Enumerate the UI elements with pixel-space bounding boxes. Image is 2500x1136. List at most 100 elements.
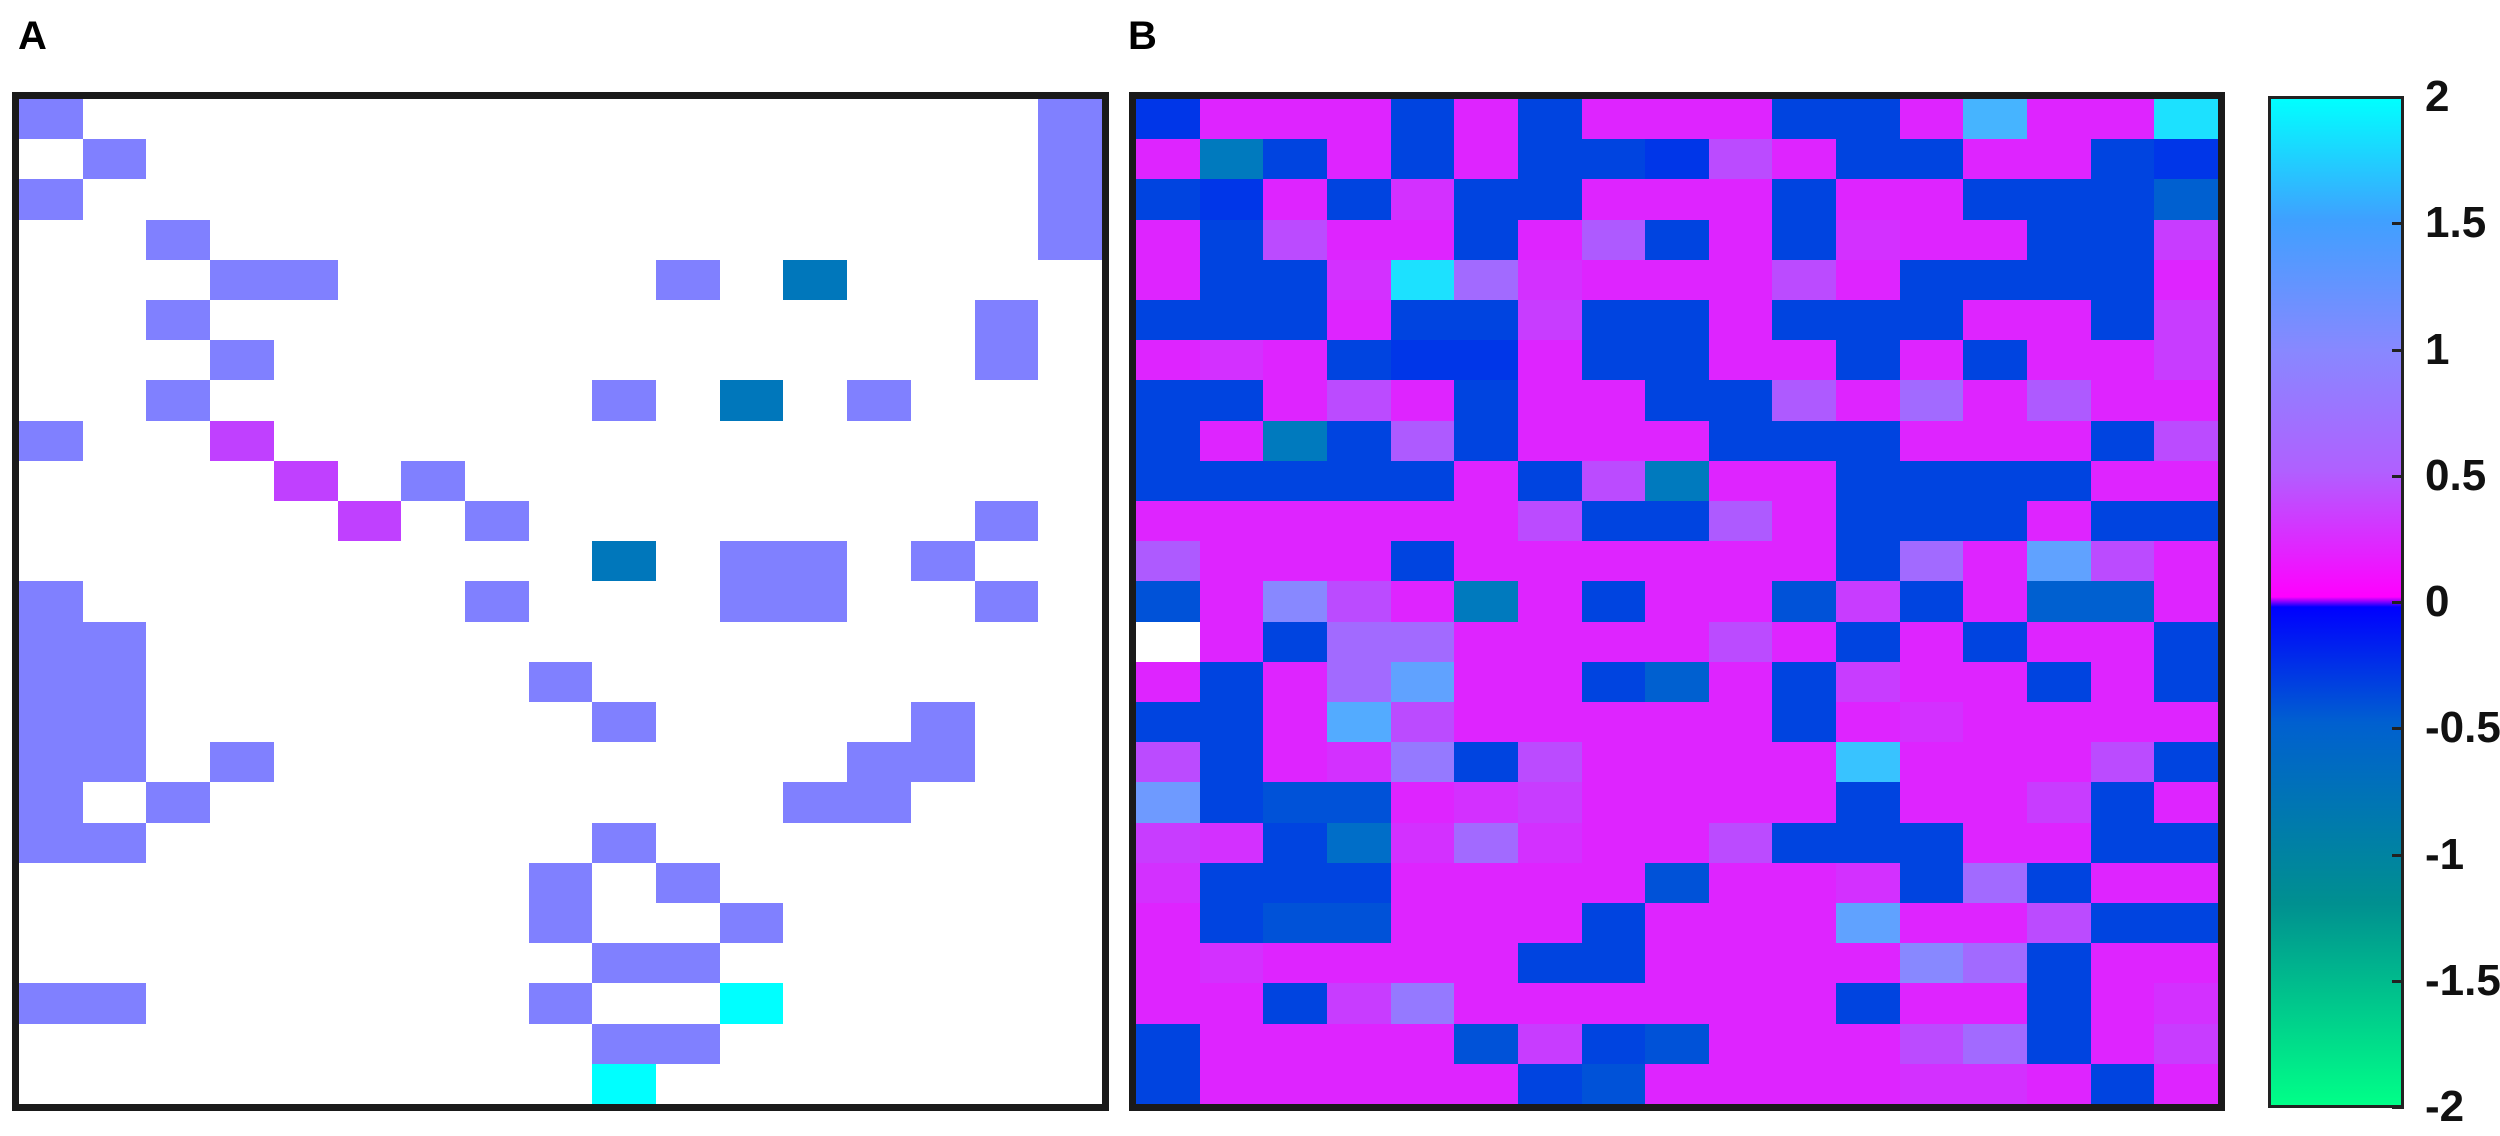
heatmap-a-cell	[82, 219, 147, 260]
heatmap-b-cell	[1390, 541, 1455, 582]
heatmap-b-cell	[1581, 340, 1646, 381]
heatmap-a-cell	[82, 420, 147, 461]
heatmap-b-cell	[1390, 1023, 1455, 1064]
heatmap-a-cell	[19, 380, 83, 421]
heatmap-a-cell	[146, 139, 211, 180]
heatmap-b-cell	[2090, 822, 2155, 863]
heatmap-b-cell	[1199, 501, 1264, 542]
heatmap-a-cell	[19, 501, 83, 542]
heatmap-b-cell	[1517, 420, 1582, 461]
heatmap-b-cell	[2154, 179, 2218, 220]
heatmap-b-cell	[1136, 420, 1200, 461]
heatmap-a-cell	[82, 581, 147, 622]
heatmap-a-cell	[783, 300, 848, 341]
heatmap-a-cell	[1038, 420, 1102, 461]
colorbar-tick-label: 2	[2425, 72, 2450, 121]
heatmap-a-cell	[337, 340, 402, 381]
heatmap-a-cell	[656, 380, 720, 421]
heatmap-b-cell	[1836, 420, 1900, 461]
heatmap-b-cell	[1581, 862, 1646, 903]
heatmap-b-cell	[1581, 742, 1646, 783]
heatmap-a-cell	[210, 903, 274, 944]
heatmap-a-cell	[464, 702, 529, 743]
heatmap-b-cell	[1836, 259, 1900, 300]
heatmap-a-cell	[719, 1063, 784, 1104]
heatmap-b-cell	[2090, 380, 2155, 421]
heatmap-a-cell	[783, 219, 848, 260]
heatmap-a-cell	[719, 501, 784, 542]
heatmap-b-cell	[1708, 139, 1773, 180]
heatmap-b-cell	[2027, 983, 2091, 1024]
heatmap-b-cell	[1708, 862, 1773, 903]
colorbar-tick-label: 1.5	[2425, 198, 2487, 248]
heatmap-b-cell	[1136, 139, 1200, 180]
heatmap-b-cell	[1517, 259, 1582, 300]
heatmap-b-cell	[1199, 1063, 1264, 1104]
heatmap-b-cell	[1517, 460, 1582, 501]
heatmap-a-cell	[656, 1023, 720, 1064]
heatmap-b-cell	[1708, 661, 1773, 702]
heatmap-b-cell	[1772, 862, 1837, 903]
heatmap-b-cell	[1199, 420, 1264, 461]
heatmap-b-cell	[1645, 259, 1709, 300]
heatmap-a-cell	[464, 300, 529, 341]
heatmap-b-cell	[1136, 501, 1200, 542]
heatmap-a-cell	[273, 581, 338, 622]
heatmap-b-cell	[1517, 139, 1582, 180]
heatmap-b-cell	[1963, 943, 2028, 984]
heatmap-a-cell	[910, 300, 975, 341]
heatmap-b-cell	[1326, 219, 1391, 260]
colorbar-tick-label: 0	[2425, 577, 2450, 626]
heatmap-b-cell	[1708, 903, 1773, 944]
heatmap-b-cell	[2027, 742, 2091, 783]
heatmap-a-cell	[146, 300, 211, 341]
heatmap-b-cell	[2154, 99, 2218, 140]
heatmap-a-cell	[1038, 501, 1102, 542]
heatmap-a-cell	[82, 179, 147, 220]
heatmap-a-cell	[1038, 702, 1102, 743]
heatmap-a-cell	[783, 179, 848, 220]
heatmap-a-cell	[19, 460, 83, 501]
heatmap-a-cell	[974, 822, 1039, 863]
heatmap-a-cell	[910, 862, 975, 903]
heatmap-b-cell	[1199, 139, 1264, 180]
heatmap-a-cell	[910, 621, 975, 662]
heatmap-a-cell	[783, 903, 848, 944]
heatmap-a-cell	[401, 943, 465, 984]
heatmap-b-cell	[2090, 903, 2155, 944]
heatmap-a-cell	[401, 460, 465, 501]
heatmap-a-cell	[592, 219, 657, 260]
heatmap-b-cell	[2027, 943, 2091, 984]
heatmap-b-cell	[1836, 903, 1900, 944]
heatmap-b-cell	[1136, 300, 1200, 341]
heatmap-a-cell	[82, 501, 147, 542]
heatmap-a-cell	[656, 782, 720, 823]
heatmap-a-cell	[910, 541, 975, 582]
heatmap-b-cell	[2027, 300, 2091, 341]
heatmap-b-cell	[1263, 460, 1327, 501]
heatmap-b-cell	[1708, 702, 1773, 743]
heatmap-a-cell	[783, 702, 848, 743]
heatmap-b-cell	[2154, 300, 2218, 341]
heatmap-a-cell	[401, 99, 465, 140]
heatmap-a-cell	[273, 259, 338, 300]
heatmap-b-cell	[1836, 742, 1900, 783]
heatmap-a-cell	[974, 782, 1039, 823]
heatmap-a-cell	[974, 300, 1039, 341]
heatmap-b-cell	[1708, 621, 1773, 662]
heatmap-b-cell	[1263, 702, 1327, 743]
heatmap-b-cell	[1645, 661, 1709, 702]
heatmap-b-cell	[1454, 420, 1518, 461]
heatmap-a-cell	[464, 501, 529, 542]
heatmap-b-cell	[1517, 782, 1582, 823]
heatmap-b-cell	[1517, 822, 1582, 863]
heatmap-b-cell	[1899, 541, 1964, 582]
heatmap-a-cell	[210, 702, 274, 743]
heatmap-a-cell	[273, 501, 338, 542]
heatmap-a-cell	[19, 139, 83, 180]
heatmap-a-cell	[656, 541, 720, 582]
heatmap-a-cell	[82, 139, 147, 180]
heatmap-a-cell	[656, 340, 720, 381]
heatmap-a-cell	[910, 99, 975, 140]
heatmap-a-cell	[337, 380, 402, 421]
